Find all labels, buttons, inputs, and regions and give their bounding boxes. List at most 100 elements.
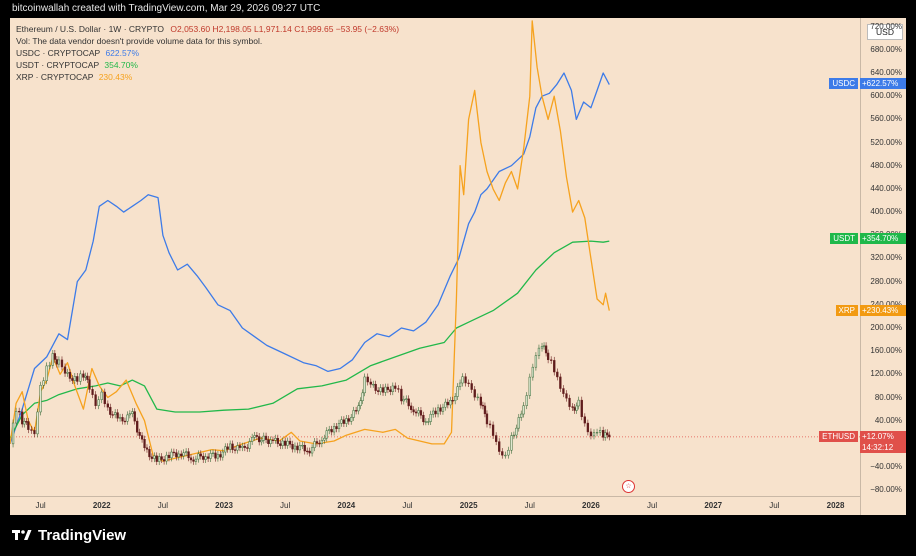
candle-body bbox=[345, 418, 348, 424]
candle-body bbox=[335, 426, 338, 430]
y-tick-label: 160.00% bbox=[870, 346, 902, 356]
candle-body bbox=[197, 453, 200, 460]
candle-body bbox=[318, 442, 321, 445]
candle-body bbox=[291, 444, 294, 450]
candle-body bbox=[84, 375, 87, 378]
candle-body bbox=[182, 452, 185, 457]
candle-body bbox=[531, 366, 534, 378]
candle-body bbox=[537, 347, 541, 356]
price-tag-label: USDT bbox=[830, 232, 858, 244]
candle-body bbox=[510, 435, 513, 451]
candle-body bbox=[30, 429, 33, 431]
candle-body bbox=[589, 431, 593, 437]
x-tick-label: Jul bbox=[402, 501, 413, 510]
candle-body bbox=[271, 439, 275, 441]
us-flag-event-icon[interactable]: ☆ bbox=[622, 480, 635, 493]
candle-body bbox=[424, 421, 427, 423]
y-tick-label: 280.00% bbox=[870, 276, 902, 286]
series-line-usdc bbox=[10, 72, 610, 445]
candle-body bbox=[534, 355, 538, 368]
candle-body bbox=[583, 416, 586, 424]
candle-body bbox=[359, 400, 362, 406]
candle-body bbox=[45, 365, 48, 381]
price-tag-xrp[interactable]: XRP +230.43% bbox=[835, 304, 906, 316]
candle-body bbox=[39, 385, 42, 413]
candle-body bbox=[121, 417, 124, 422]
candle-body bbox=[11, 422, 15, 445]
candle-body bbox=[128, 413, 132, 416]
candle-body bbox=[68, 372, 72, 379]
candle-body bbox=[498, 441, 501, 452]
candle-body bbox=[602, 430, 605, 438]
candle-body bbox=[214, 452, 217, 459]
candle-body bbox=[145, 447, 149, 450]
candle-body bbox=[71, 378, 74, 381]
series-line-xrp bbox=[10, 20, 610, 462]
candle-body bbox=[36, 411, 39, 435]
candle-body bbox=[432, 410, 435, 415]
candle-body bbox=[224, 446, 227, 453]
candle-body bbox=[369, 381, 372, 385]
candle-body bbox=[414, 411, 418, 414]
candle-body bbox=[464, 376, 467, 384]
candle-body bbox=[226, 446, 229, 450]
candle-body bbox=[381, 387, 385, 393]
time-axis[interactable]: Jul 2022 Jul 2023 Jul 2024 Jul 2025 Jul 2026 Jul 20… bbox=[10, 496, 860, 515]
x-tick-label: Jul bbox=[157, 501, 168, 510]
candle-body bbox=[258, 436, 261, 443]
legend-item-usdc[interactable]: USDC · CRYPTOCAP 622.57% bbox=[16, 47, 399, 59]
y-tick-label: 720.00% bbox=[870, 21, 902, 31]
candle-body bbox=[449, 400, 452, 406]
price-tag-ethusd[interactable]: ETHUSD +12.07% bbox=[819, 431, 906, 443]
candle-body bbox=[372, 383, 375, 386]
x-tick-label: 2025 bbox=[459, 501, 478, 510]
currency-button[interactable]: USD bbox=[867, 24, 903, 40]
y-tick-label: 520.00% bbox=[870, 137, 902, 147]
candle-body bbox=[55, 359, 59, 365]
y-tick-label: 200.00% bbox=[870, 322, 902, 332]
x-tick-label: Jul bbox=[280, 501, 291, 510]
candle-body bbox=[76, 376, 79, 382]
price-tag-usdt[interactable]: USDT +354.70% bbox=[830, 232, 906, 244]
candle-body bbox=[481, 404, 485, 407]
candle-body bbox=[264, 435, 268, 440]
y-tick-label: 600.00% bbox=[870, 91, 902, 101]
candle-body bbox=[394, 385, 397, 389]
legend-item-usdt[interactable]: USDT · CRYPTOCAP 354.70% bbox=[16, 59, 399, 71]
price-tag-label: USDC bbox=[829, 77, 858, 89]
candle-body bbox=[427, 421, 430, 423]
candle-body bbox=[301, 444, 304, 447]
candle-body bbox=[243, 445, 246, 448]
legend-item-value: 354.70% bbox=[104, 60, 138, 70]
y-tick-label: 80.00% bbox=[874, 392, 902, 402]
candle-body bbox=[592, 432, 596, 437]
price-tag-usdc[interactable]: USDC +622.57% bbox=[829, 77, 906, 89]
candle-body bbox=[160, 456, 163, 460]
candle-body bbox=[133, 411, 136, 422]
candle-body bbox=[172, 451, 176, 454]
legend-main[interactable]: Ethereum / U.S. Dollar · 1W · CRYPTO O2,… bbox=[16, 23, 399, 35]
legend-ohlc: O2,053.60 H2,198.05 L1,971.14 C1,999.65 … bbox=[170, 24, 400, 34]
candle-body bbox=[556, 371, 559, 378]
candle-body bbox=[586, 422, 590, 433]
y-tick-label: 120.00% bbox=[870, 369, 902, 379]
candle-body bbox=[456, 386, 459, 397]
legend-item-xrp[interactable]: XRP · CRYPTOCAP 230.43% bbox=[16, 71, 399, 83]
candle-body bbox=[374, 383, 377, 391]
ethusd-candles bbox=[11, 342, 611, 466]
candle-body bbox=[97, 399, 100, 406]
candle-body bbox=[248, 441, 251, 449]
candle-body bbox=[165, 454, 168, 462]
price-tag-value: +622.57% bbox=[862, 78, 899, 88]
candle-body bbox=[515, 427, 518, 436]
candle-body bbox=[323, 437, 326, 441]
tradingview-brand[interactable]: TradingView bbox=[12, 522, 126, 548]
candle-body bbox=[63, 366, 67, 374]
candle-body bbox=[542, 345, 546, 347]
candle-body bbox=[391, 385, 394, 392]
plot-area[interactable]: Ethereum / U.S. Dollar · 1W · CRYPTO O2,… bbox=[10, 18, 860, 496]
candle-body bbox=[60, 359, 64, 368]
candle-body bbox=[206, 456, 210, 459]
candle-body bbox=[412, 409, 415, 413]
candle-body bbox=[512, 434, 516, 437]
